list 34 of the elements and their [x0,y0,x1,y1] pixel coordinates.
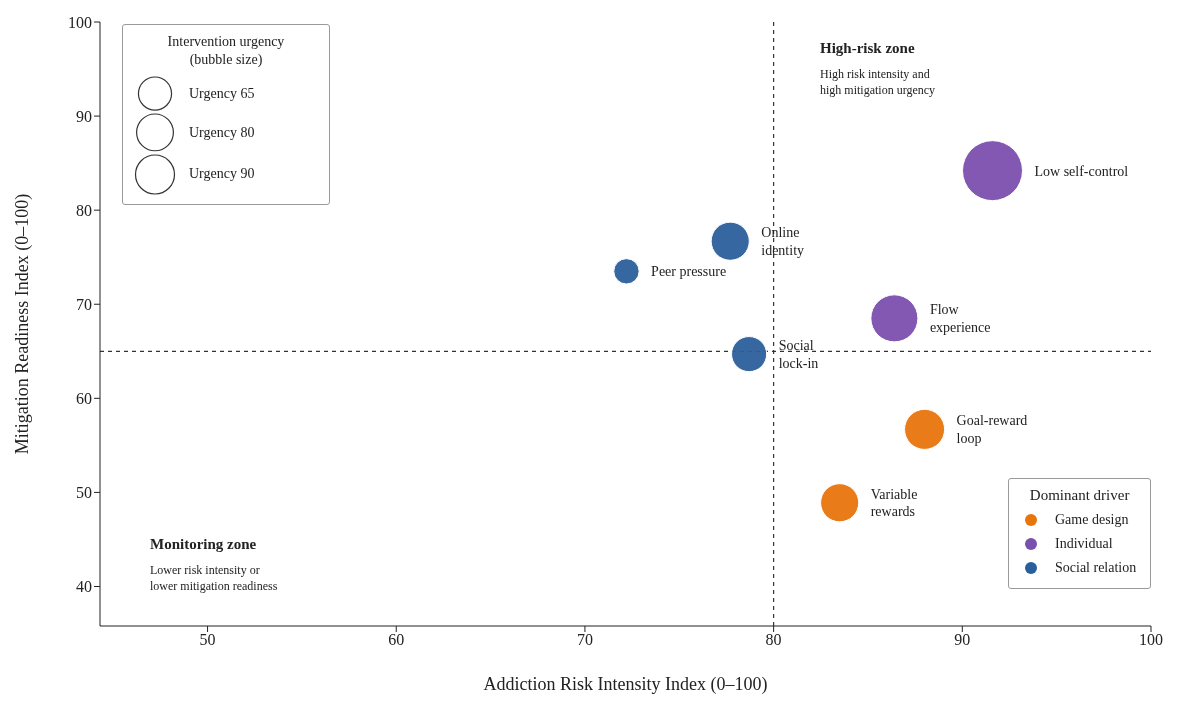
annotation: Lower risk intensity or lower mitigation readiness [150,562,278,594]
x-tick-label: 60 [388,631,405,649]
x-tick-label: 100 [1139,631,1163,649]
annotation: Flow experience [929,302,991,335]
annotation: Low self-control [1034,163,1129,179]
legend-title: Dominant driver [1028,487,1131,504]
annotation: High-risk zone [820,40,915,57]
annotation: Online identity [761,225,805,258]
y-tick-label: 40 [76,578,92,596]
x-tick-label: 70 [576,631,593,649]
annotation: Monitoring zone [150,536,257,553]
x-tick-label: 80 [765,631,782,649]
x-tick-label: 90 [954,631,971,649]
legend-label: Social relation [1055,560,1137,576]
legend-label: Urgency 65 [189,85,255,102]
y-tick-label: 60 [76,390,92,407]
annotation: Variable rewards [870,486,918,520]
annotation: High risk intensity and high mitigation urgency [820,66,936,98]
y-tick-label: 100 [68,13,92,31]
legend-label: Urgency 90 [189,166,255,183]
y-tick-label: 80 [76,201,92,219]
legend-label: Urgency 80 [189,124,255,141]
x-tick-label: 50 [199,631,216,649]
annotation: Goal-reward loop [956,413,1028,446]
legend-label: Individual [1055,536,1113,552]
annotation: Intervention urgency (bubble size) [166,33,286,69]
x-axis-title: Addiction Risk Intensity Index (0–100) [483,674,768,695]
y-tick-label: 70 [76,295,92,313]
annotation: Social lock-in [778,338,819,371]
annotation: Peer pressure [651,264,727,280]
legend-label: Game design [1055,512,1129,528]
y-tick-label: 90 [76,107,92,125]
y-axis-title: Mitigation Readiness Index (0–100) [12,193,34,455]
y-tick-label: 50 [76,484,92,502]
